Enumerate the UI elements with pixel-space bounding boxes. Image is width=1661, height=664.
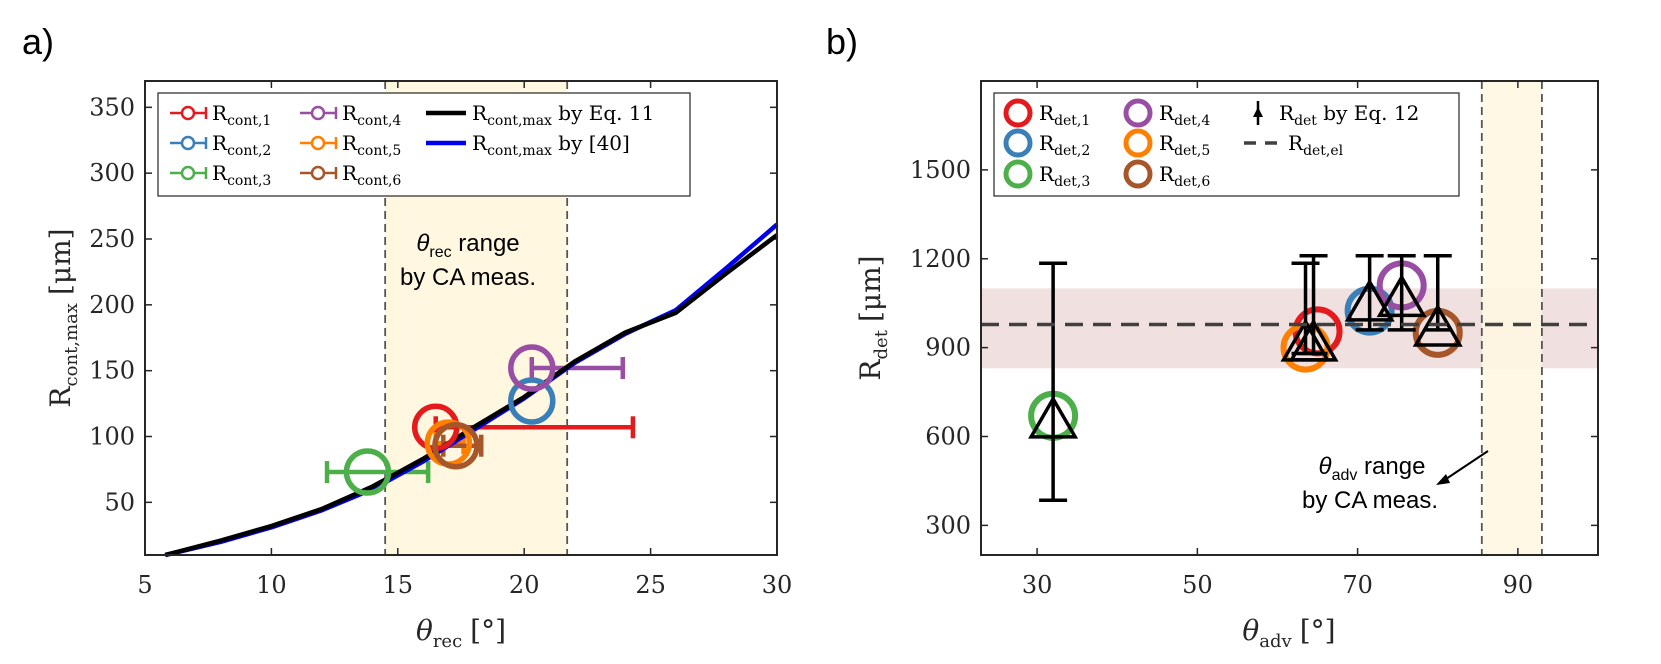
annotation-arrowhead <box>1436 474 1450 485</box>
legend-a-item-6-marker <box>310 165 326 181</box>
chart-a-xlabel: θrec [°] <box>416 614 506 652</box>
legend-a-item-5-marker <box>310 135 326 151</box>
chart-a-annotation: θrec range by CA meas. <box>400 230 536 291</box>
legend-b-item-1-label: Rdet,1 <box>1039 101 1090 129</box>
chart-b: 30 50 70 90 300 600 900 1200 1500 θadv range by … <box>854 80 1599 652</box>
chart-b-frame <box>980 80 1599 556</box>
chart-b-ytick-label: 1500 <box>910 156 971 184</box>
eq12-point-1 <box>1028 395 1079 439</box>
point-rcont-6 <box>432 421 480 470</box>
chart-a-xtick-label: 15 <box>383 571 414 599</box>
legend-a-item-3-marker <box>180 165 196 181</box>
chart-b-xtick-label: 70 <box>1342 571 1373 599</box>
curve-eq11 <box>164 233 779 558</box>
chart-a-legend: Rcont,1Rcont,2Rcont,3Rcont,4Rcont,5Rcont… <box>157 92 691 197</box>
chart-b-xtick-label: 30 <box>1022 571 1053 599</box>
legend-b-item-1-marker <box>1003 98 1033 128</box>
eq12-point-3 <box>1288 318 1339 362</box>
svg-text:θrec range: θrec range <box>416 230 519 261</box>
legend-a-item-4-marker <box>310 105 326 121</box>
chart-a-xtick-label: 10 <box>256 571 287 599</box>
legend-b-item-6-marker <box>1123 159 1153 189</box>
chart-a-ytick-label: 300 <box>89 159 135 187</box>
chart-a-ytick-label: 50 <box>104 488 135 516</box>
chart-a-ylabel: Rcont,max[μm] <box>44 228 82 407</box>
legend-b-item-4-marker <box>1123 98 1153 128</box>
chart-b-xtick-label: 90 <box>1503 571 1534 599</box>
eq12-point-5 <box>1376 273 1427 318</box>
point-rcont-4 <box>508 344 556 392</box>
svg-text:θadv range: θadv range <box>1319 453 1426 484</box>
chart-a-ytick-label: 350 <box>89 93 135 121</box>
legend-b-item-5-label: Rdet,5 <box>1159 131 1210 159</box>
legend-a-item-7-label: Rcont,max by Eq. 11 <box>472 101 654 129</box>
legend-a-item-1-label: Rcont,1 <box>212 101 271 129</box>
legend-a-item-2-label: Rcont,2 <box>212 131 271 159</box>
chart-b-annotation: θadv range by CA meas. <box>1302 450 1489 514</box>
annotation-arrow <box>1442 450 1489 482</box>
legend-a-item-3-label: Rcont,3 <box>212 161 271 189</box>
legend-a-item-8-label: Rcont,max by [40] <box>472 131 630 159</box>
chart-b-ytick-label: 1200 <box>910 245 971 273</box>
chart-b-ylabel: Rdet[μm] <box>854 255 892 380</box>
panel-a-label: a) <box>22 21 54 62</box>
legend-b-item-2-label: Rdet,2 <box>1039 131 1090 159</box>
legend-b-item-3-label: Rdet,3 <box>1039 162 1090 190</box>
chart-a-xtick-label: 5 <box>137 571 152 599</box>
legend-a-item-4-label: Rcont,4 <box>342 101 401 129</box>
chart-b-xtick-label: 50 <box>1182 571 1213 599</box>
legend-a-item-2-marker <box>180 135 196 151</box>
chart-b-ytick-label: 600 <box>925 423 971 451</box>
legend-a-item-5-label: Rcont,5 <box>342 131 401 159</box>
point-rcont-3 <box>343 448 392 496</box>
chart-b-xlabel: θadv [°] <box>1242 614 1335 652</box>
legend-b-item-7-marker <box>1253 107 1263 117</box>
legend-b-item-8-label: Rdet,el <box>1288 131 1344 159</box>
chart-a-xtick-label: 30 <box>762 571 793 599</box>
chart-a-ytick-label: 100 <box>89 423 135 451</box>
adv-range-band <box>1481 81 1542 555</box>
legend-b-item-2-marker <box>1003 128 1033 158</box>
chart-a-xtick-label: 20 <box>509 571 540 599</box>
point-rcont-2 <box>508 377 556 425</box>
eq12-point-6 <box>1412 303 1463 347</box>
legend-b-item-6-label: Rdet,6 <box>1159 162 1210 190</box>
svg-text:by CA meas.: by CA meas. <box>400 264 536 291</box>
eq12-point-4 <box>1344 278 1395 322</box>
chart-b-ytick-label: 300 <box>925 511 971 539</box>
chart-b-ytick-label: 900 <box>925 334 971 362</box>
legend-a-item-1-marker <box>180 105 196 121</box>
chart-a: 5 10 15 20 25 30 50 100 150 200 250 300 350 θrec ran… <box>44 80 793 652</box>
chart-a-xtick-label: 25 <box>635 571 666 599</box>
legend-b-item-3-marker <box>1003 159 1033 189</box>
legend-b-item-4-label: Rdet,4 <box>1159 101 1210 129</box>
legend-a-item-6-label: Rcont,6 <box>342 161 401 189</box>
legend-b-item-5-marker <box>1123 128 1153 158</box>
svg-text:by CA meas.: by CA meas. <box>1302 487 1438 514</box>
panel-b-label: b) <box>826 21 858 62</box>
legend-b-item-7-label: Rdet by Eq. 12 <box>1279 101 1419 129</box>
chart-a-ytick-label: 200 <box>89 291 135 319</box>
chart-a-ytick-label: 150 <box>89 357 135 385</box>
chart-a-ytick-label: 250 <box>89 225 135 253</box>
chart-a-frame <box>144 80 778 556</box>
